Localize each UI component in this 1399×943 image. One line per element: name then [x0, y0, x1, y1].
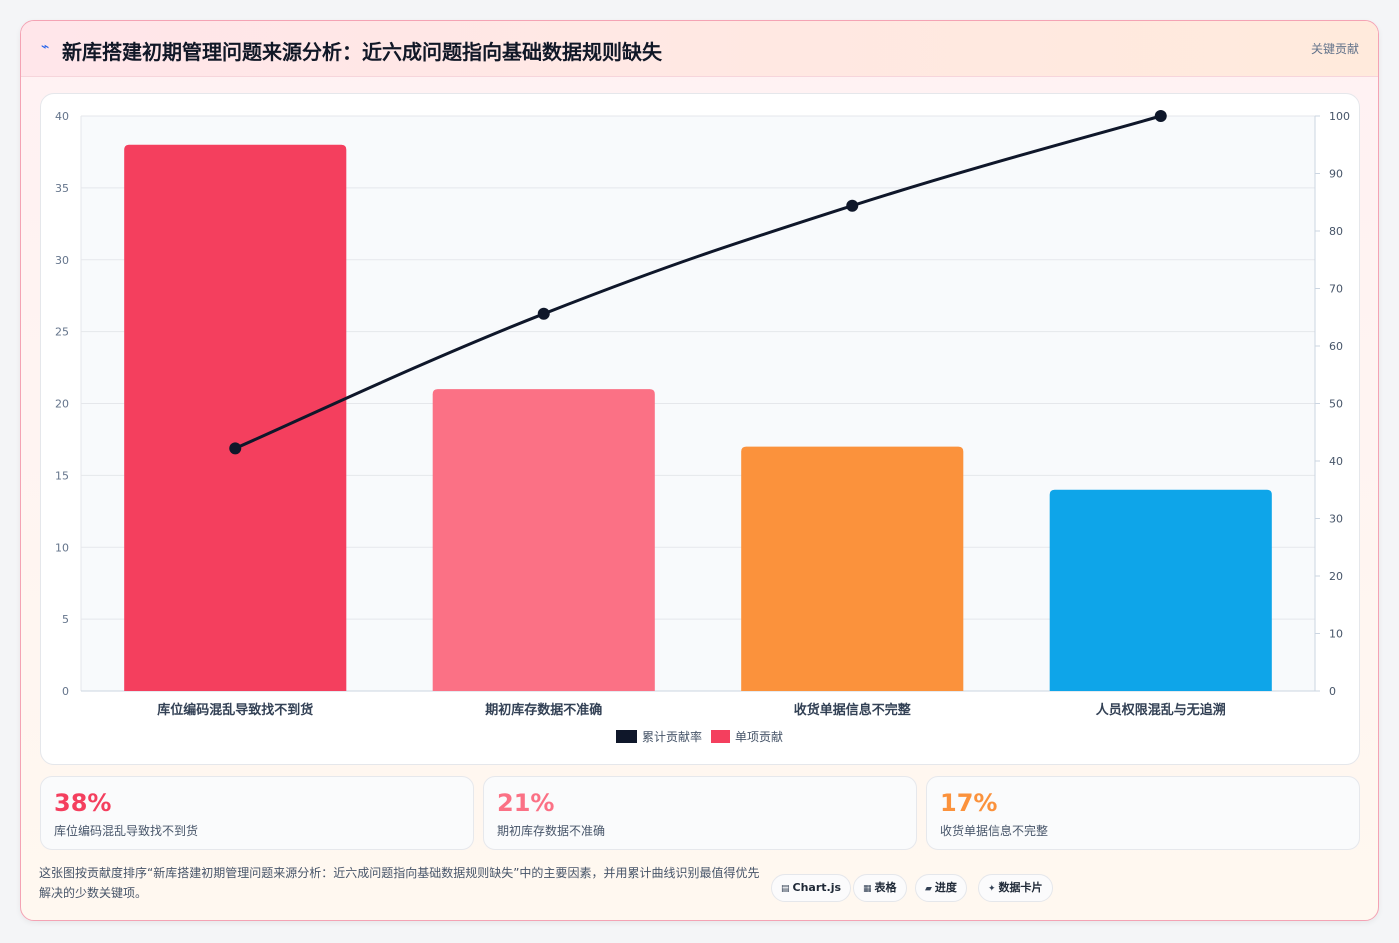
y-tick-label: 0: [62, 685, 69, 698]
cumulative-point: [846, 199, 859, 212]
tag-data-card[interactable]: ✦ 数据卡片: [978, 874, 1053, 902]
stat-card-3[interactable]: 17% 收货单据信息不完整: [926, 776, 1360, 850]
y2-tick-label: 60: [1329, 340, 1343, 353]
cumulative-point: [229, 442, 242, 455]
pareto-chart: 0 5 10 15 20 25 30 35 40 0 10 20 30 40 50 60 70 80 90 100 库位…: [55, 110, 1350, 744]
stat-label: 期初库存数据不准确: [497, 824, 606, 838]
stat-value: 21%: [497, 789, 555, 817]
card-header: ⌁ 新库搭建初期管理问题来源分析：近六成问题指向基础数据规则缺失 关键贡献: [21, 21, 1378, 77]
tag-label: 数据卡片: [998, 881, 1043, 894]
y-tick-label: 40: [55, 110, 69, 123]
y2-tick-label: 10: [1329, 628, 1343, 641]
chart-icon: ▤: [781, 884, 790, 894]
stat-label: 收货单据信息不完整: [940, 824, 1049, 838]
stat-card-1[interactable]: 38% 库位编码混乱导致找不到货: [40, 776, 474, 850]
sparkle-icon: ✦: [988, 884, 996, 894]
y-tick-label: 15: [55, 469, 69, 482]
stat-value: 38%: [54, 789, 112, 817]
progress-icon: ▰: [925, 884, 932, 894]
tag-label: Chart.js: [792, 881, 842, 894]
y2-tick-label: 100: [1329, 110, 1350, 123]
report-card: ⌁ 新库搭建初期管理问题来源分析：近六成问题指向基础数据规则缺失 关键贡献 0 5…: [20, 20, 1379, 921]
y-tick-label: 20: [55, 398, 69, 411]
x-tick-label: 库位编码混乱导致找不到货: [157, 702, 313, 718]
y-tick-label: 35: [55, 182, 69, 195]
stat-card-2[interactable]: 21% 期初库存数据不准确: [483, 776, 917, 850]
cumulative-point: [1154, 110, 1167, 122]
tag-progress[interactable]: ▰ 进度: [915, 874, 967, 902]
y2-tick-label: 80: [1329, 225, 1343, 238]
y2-tick-label: 50: [1329, 398, 1343, 411]
bar: [1049, 489, 1272, 691]
x-tick-label: 收货单据信息不完整: [794, 702, 912, 718]
tag-table[interactable]: ▦ 表格: [853, 874, 907, 902]
key-contribution-badge[interactable]: 关键贡献: [1310, 42, 1359, 56]
y2-tick-label: 30: [1329, 513, 1343, 526]
y-tick-label: 25: [55, 326, 69, 339]
x-tick-label: 人员权限混乱与无追溯: [1096, 702, 1226, 718]
legend-label-cumulative: 累计贡献率: [642, 729, 702, 744]
y2-tick-label: 40: [1329, 455, 1343, 468]
page-title: 新库搭建初期管理问题来源分析：近六成问题指向基础数据规则缺失: [62, 40, 662, 64]
y-tick-label: 30: [55, 254, 69, 267]
cumulative-point: [537, 307, 550, 320]
tag-label: 进度: [934, 881, 957, 894]
bar: [741, 446, 964, 691]
legend-swatch-single: [711, 730, 730, 743]
chart-footnote: 这张图按贡献度排序“新库搭建初期管理问题来源分析：近六成问题指向基础数据规则缺失…: [39, 866, 760, 900]
chart-panel: 0 5 10 15 20 25 30 35 40 0 10 20 30 40 50 60 70 80 90 100 库位…: [40, 93, 1360, 765]
x-tick-label: 期初库存数据不准确: [485, 702, 602, 718]
stat-label: 库位编码混乱导致找不到货: [54, 824, 199, 838]
y2-tick-label: 90: [1329, 168, 1343, 181]
y-tick-label: 10: [55, 541, 69, 554]
stat-value: 17%: [940, 789, 998, 817]
y2-tick-label: 0: [1329, 685, 1336, 698]
y-tick-label: 5: [62, 613, 69, 626]
legend-label-single: 单项贡献: [735, 729, 783, 744]
table-icon: ▦: [863, 884, 872, 894]
lightning-icon: ⌁: [41, 39, 50, 55]
y2-tick-label: 70: [1329, 283, 1343, 296]
cumulative-line: [234, 114, 1162, 450]
legend-swatch-cumulative: [616, 730, 637, 743]
tag-label: 表格: [874, 881, 897, 894]
tag-chartjs[interactable]: ▤ Chart.js: [771, 874, 852, 902]
bar: [432, 389, 655, 691]
bar: [124, 144, 347, 691]
y2-tick-label: 20: [1329, 570, 1343, 583]
